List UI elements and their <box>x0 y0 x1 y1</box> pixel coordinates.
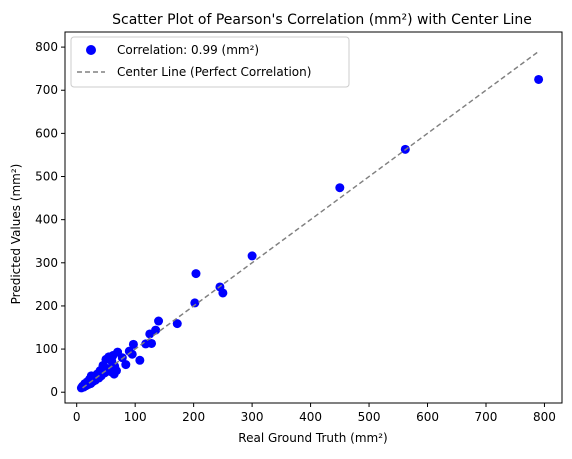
legend-label-center-line: Center Line (Perfect Correlation) <box>117 65 311 79</box>
chart-title: Scatter Plot of Pearson's Correlation (m… <box>112 12 532 28</box>
x-tick-label: 100 <box>124 410 147 424</box>
scatter-point <box>128 339 138 349</box>
y-tick-label: 600 <box>35 126 58 140</box>
scatter-point <box>154 316 164 326</box>
x-axis-ticks: 0 100 200 300 400 500 600 700 800 <box>73 403 556 424</box>
y-tick-label: 300 <box>35 256 58 270</box>
x-tick-label: 0 <box>73 410 81 424</box>
scatter-point <box>190 298 200 308</box>
y-axis-ticks: 0 100 200 300 400 500 600 700 800 <box>35 40 65 399</box>
scatter-point <box>145 329 155 339</box>
legend-box <box>70 36 350 88</box>
chart-legend: Correlation: 0.99 (mm²) Center Line (Per… <box>70 36 350 88</box>
plot-content <box>76 50 544 393</box>
x-axis-label: Real Ground Truth (mm²) <box>238 431 387 445</box>
x-tick-label: 700 <box>475 410 498 424</box>
legend-point-marker <box>86 45 96 55</box>
scatter-point <box>141 339 151 349</box>
scatter-point <box>191 269 201 279</box>
x-tick-label: 200 <box>182 410 205 424</box>
y-tick-label: 400 <box>35 213 58 227</box>
y-tick-label: 700 <box>35 83 58 97</box>
x-tick-label: 400 <box>299 410 322 424</box>
legend-label-points: Correlation: 0.99 (mm²) <box>117 43 259 57</box>
plot-frame <box>64 31 563 404</box>
y-tick-label: 100 <box>35 342 58 356</box>
scatter-point <box>172 319 182 329</box>
scatter-point <box>121 360 131 370</box>
scatter-point <box>335 183 345 193</box>
y-tick-label: 0 <box>50 385 58 399</box>
y-axis-label: Predicted Values (mm²) <box>9 164 23 305</box>
scatter-point <box>247 251 257 261</box>
center-line <box>82 50 540 389</box>
scatter-point <box>534 74 544 84</box>
scatter-point <box>124 346 134 356</box>
x-tick-label: 800 <box>533 410 556 424</box>
x-tick-label: 300 <box>241 410 264 424</box>
x-tick-label: 600 <box>416 410 439 424</box>
scatter-point <box>76 383 86 393</box>
y-tick-label: 200 <box>35 299 58 313</box>
x-tick-label: 500 <box>358 410 381 424</box>
y-tick-label: 800 <box>35 40 58 54</box>
scatter-point <box>135 355 145 365</box>
y-tick-label: 500 <box>35 170 58 184</box>
